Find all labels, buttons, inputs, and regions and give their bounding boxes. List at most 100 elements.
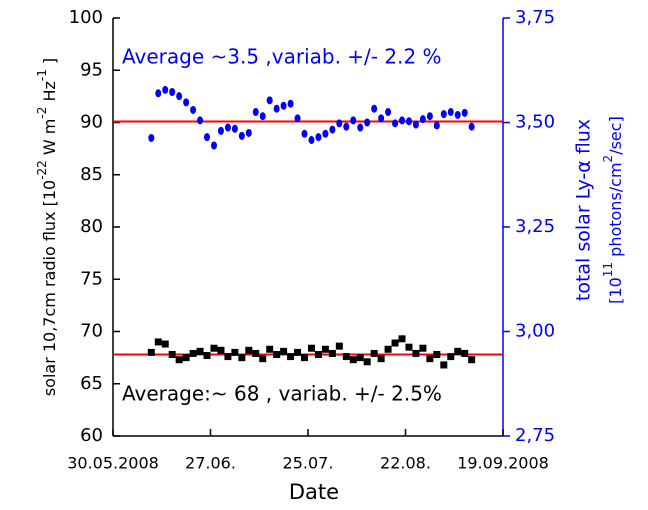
- data-point: [322, 129, 329, 138]
- data-point: [392, 119, 399, 128]
- y2-tick-label: 3,50: [515, 112, 555, 133]
- data-point: [328, 349, 336, 357]
- data-point: [169, 87, 176, 96]
- data-point: [426, 112, 433, 121]
- y-axis-title-part: solar 10,7cm radio flux [10: [40, 180, 59, 396]
- y-axis-title-part: Hz: [40, 81, 59, 107]
- data-point: [280, 347, 288, 355]
- data-point: [204, 133, 211, 142]
- y-axis-title-part: -1: [35, 69, 49, 81]
- y-tick-label: 85: [80, 164, 103, 185]
- data-point: [433, 350, 441, 358]
- x-tick-label: 25.07.: [283, 454, 334, 473]
- data-point: [454, 110, 461, 119]
- data-point: [231, 348, 239, 356]
- data-point: [461, 108, 468, 117]
- y2-tick-label: 2,75: [515, 425, 555, 446]
- data-point: [391, 339, 399, 347]
- data-point: [210, 344, 218, 352]
- x-tick-label: 30.05.2008: [67, 454, 159, 473]
- data-point: [259, 112, 266, 121]
- annotation: Average:~ 68 , variab. +/- 2.5%: [122, 382, 442, 406]
- data-point: [447, 108, 454, 117]
- data-point: [419, 115, 426, 124]
- data-point: [294, 114, 301, 123]
- data-point: [426, 355, 434, 363]
- y2-tick-label: 3,75: [515, 7, 555, 28]
- data-point: [280, 101, 287, 110]
- data-point: [412, 120, 419, 129]
- data-point: [301, 129, 308, 138]
- data-point: [308, 136, 315, 145]
- y2-axis-title-part: 11: [601, 262, 615, 277]
- data-point: [182, 354, 190, 362]
- data-point: [210, 141, 217, 150]
- data-point: [238, 131, 245, 140]
- data-point: [189, 349, 197, 357]
- y-tick-label: 80: [80, 216, 103, 237]
- data-point: [440, 361, 448, 369]
- y2-axis-title-part: photons/cm: [606, 162, 625, 261]
- data-point: [377, 355, 385, 363]
- y2-tick-label: 3,25: [515, 216, 555, 237]
- y-tick-label: 90: [80, 112, 103, 133]
- x-tick-label: 19.09.2008: [457, 454, 549, 473]
- y-tick-label: 60: [80, 425, 103, 446]
- y-axis-title-part: -22: [35, 160, 49, 180]
- data-point: [287, 353, 295, 361]
- data-point: [196, 347, 204, 355]
- data-point: [384, 345, 392, 353]
- data-point: [405, 343, 413, 351]
- data-point: [252, 108, 259, 117]
- data-point: [245, 128, 252, 137]
- data-point: [412, 349, 420, 357]
- data-point: [238, 354, 246, 362]
- data-point: [307, 344, 315, 352]
- data-point: [190, 105, 197, 114]
- data-point: [385, 108, 392, 117]
- data-point: [252, 349, 260, 357]
- annotation: Average ~3.5 ,variab. +/- 2.2 %: [122, 45, 442, 69]
- data-point: [287, 99, 294, 108]
- y-tick-label: 100: [69, 7, 103, 28]
- data-point: [155, 89, 162, 98]
- data-point: [440, 110, 447, 119]
- data-point: [259, 355, 267, 363]
- data-point: [266, 96, 273, 105]
- x-axis-title: Date: [289, 480, 339, 504]
- data-point: [294, 348, 302, 356]
- data-point: [447, 353, 455, 361]
- y-tick-label: 65: [80, 373, 103, 394]
- data-point: [203, 352, 211, 360]
- data-point: [343, 122, 350, 131]
- data-point: [162, 85, 169, 94]
- data-point: [217, 126, 224, 135]
- x-tick-label: 27.06.: [185, 454, 236, 473]
- data-point: [314, 350, 322, 358]
- data-point: [161, 340, 169, 348]
- y2-axis-title-part: 2: [601, 155, 615, 163]
- data-point: [342, 353, 350, 361]
- y-tick-label: 70: [80, 321, 103, 342]
- data-point: [168, 350, 176, 358]
- data-point: [363, 358, 371, 366]
- y2-axis-title: total solar Ly-α flux: [573, 119, 595, 301]
- data-point: [273, 350, 281, 358]
- data-point: [357, 123, 364, 132]
- y-axis-title-part: ]: [40, 58, 59, 69]
- data-point: [419, 344, 427, 352]
- data-point: [266, 345, 274, 353]
- data-point: [468, 122, 475, 131]
- data-point: [468, 356, 476, 364]
- data-point: [336, 119, 343, 128]
- data-point: [335, 342, 343, 350]
- data-point: [398, 335, 406, 343]
- data-point: [224, 353, 232, 361]
- data-point: [321, 345, 329, 353]
- y-axis-title-part: W m: [40, 119, 59, 161]
- y-axis-title-part: -2: [35, 107, 49, 119]
- data-point: [217, 346, 225, 354]
- y2-tick-label: 3,00: [515, 321, 555, 342]
- data-point: [301, 354, 309, 362]
